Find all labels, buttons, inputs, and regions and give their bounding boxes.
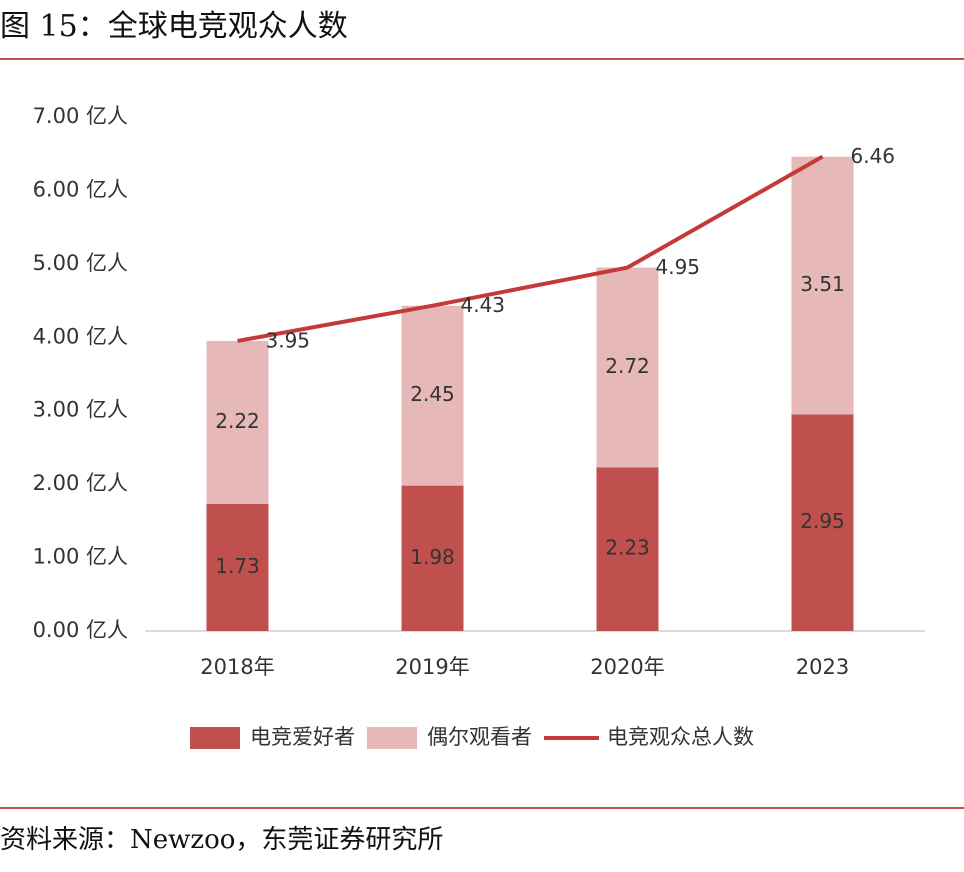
y-tick-label: 0.00 亿人: [33, 618, 128, 642]
value-label: 2.72: [605, 354, 650, 378]
x-tick-label: 2018年: [200, 655, 274, 679]
x-tick-label: 2019年: [395, 655, 469, 679]
line-label: 4.95: [656, 255, 701, 279]
x-tick-label: 2023: [796, 655, 849, 679]
y-tick-label: 4.00 亿人: [33, 324, 128, 348]
bar: [206, 503, 269, 631]
legend-label: 偶尔观看者: [427, 725, 532, 749]
legend-label: 电竞爱好者: [250, 725, 355, 749]
y-tick-label: 3.00 亿人: [33, 398, 128, 422]
legend-swatch: [367, 727, 417, 749]
value-label: 1.73: [215, 554, 260, 578]
y-tick-label: 5.00 亿人: [33, 251, 128, 275]
value-label: 1.98: [410, 545, 455, 569]
y-tick-label: 2.00 亿人: [33, 471, 128, 495]
bar: [206, 340, 269, 504]
y-tick-label: 1.00 亿人: [33, 545, 128, 569]
value-label: 2.22: [215, 409, 260, 433]
line: [237, 154, 824, 343]
line-label: 6.46: [851, 144, 896, 168]
legend-label: 电竞观众总人数: [607, 725, 754, 749]
legend-swatch: [190, 727, 240, 749]
value-label: 2.45: [410, 382, 455, 406]
x-tick-label: 2020年: [590, 655, 664, 679]
bar: [791, 414, 854, 631]
bar: [596, 467, 659, 631]
bar: [791, 156, 854, 415]
bar: [596, 267, 659, 468]
source: 资料来源：Newzoo，东莞证券研究所: [0, 825, 443, 855]
y-tick-label: 6.00 亿人: [33, 177, 128, 201]
value-label: 2.23: [605, 536, 650, 560]
chart-title: 图 15：全球电竞观众人数: [0, 9, 348, 44]
bar: [401, 305, 464, 486]
value-label: 2.95: [800, 509, 845, 533]
line-label: 3.95: [266, 328, 311, 352]
bar: [401, 485, 464, 631]
value-label: 3.51: [800, 272, 845, 296]
y-tick-label: 7.00 亿人: [33, 104, 128, 128]
line-label: 4.43: [461, 293, 506, 317]
